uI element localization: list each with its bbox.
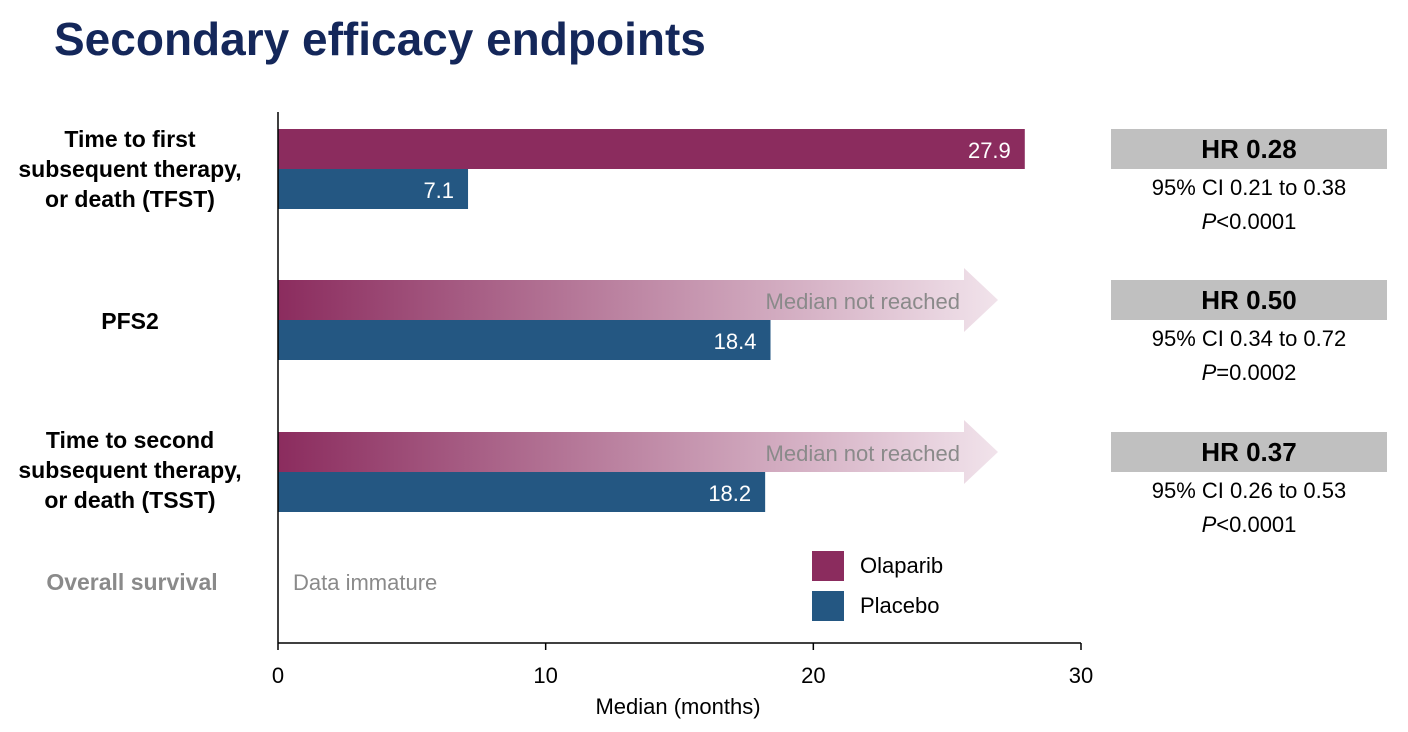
legend-item-placebo: Placebo (812, 591, 940, 621)
category-label-pfs2: PFS2 (101, 308, 159, 334)
data-label-olaparib: Median not reached (766, 289, 960, 314)
data-label-placebo: 18.2 (708, 481, 751, 506)
hazard-ratio: HR 0.37 (1111, 432, 1387, 472)
p-value: P=0.0002 (1201, 360, 1297, 385)
legend-swatch-placebo (812, 591, 844, 621)
data-label-placebo: 18.4 (714, 329, 757, 354)
p-value: P<0.0001 (1201, 209, 1297, 234)
bar-placebo (278, 472, 766, 512)
annotation-data-immature: Data immature (293, 570, 437, 595)
confidence-interval: 95% CI 0.26 to 0.53 (1151, 478, 1347, 503)
bar-olaparib-not-reached-arrow (278, 420, 998, 484)
page-title: Secondary efficacy endpoints (54, 13, 706, 65)
confidence-interval: 95% CI 0.21 to 0.38 (1151, 175, 1347, 200)
legend-swatch-olaparib (812, 551, 844, 581)
category-label-overall-survival: Overall survival (46, 569, 218, 595)
bar-olaparib-not-reached-arrow (278, 268, 998, 332)
p-value: P<0.0001 (1201, 512, 1297, 537)
data-label-olaparib: 27.9 (968, 138, 1011, 163)
legend-label: Olaparib (860, 553, 944, 578)
hazard-ratio: HR 0.28 (1111, 129, 1387, 169)
data-label-placebo: 7.1 (423, 178, 454, 203)
legend-label: Placebo (860, 593, 940, 618)
hazard-ratio: HR 0.50 (1111, 280, 1387, 320)
category-label-tsst: Time to second subsequent therapy, or de… (18, 427, 242, 513)
hr-box-tfst: HR 0.28 95% CI 0.21 to 0.38 P<0.0001 (1111, 129, 1387, 239)
legend-item-olaparib: Olaparib (812, 551, 943, 581)
hr-box-pfs2: HR 0.50 95% CI 0.34 to 0.72 P=0.0002 (1111, 280, 1387, 390)
bar-placebo (278, 169, 469, 209)
category-label-tfst: Time to first subsequent therapy, or dea… (18, 126, 242, 212)
x-axis-label: Median (months) (595, 694, 760, 719)
x-tick-label: 30 (1069, 663, 1093, 688)
bar-olaparib (278, 129, 1025, 169)
hr-box-tsst: HR 0.37 95% CI 0.26 to 0.53 P<0.0001 (1111, 432, 1387, 542)
x-tick-label: 10 (533, 663, 557, 688)
confidence-interval: 95% CI 0.34 to 0.72 (1151, 326, 1347, 351)
data-label-olaparib: Median not reached (766, 441, 960, 466)
bar-placebo (278, 320, 771, 360)
x-tick-label: 20 (801, 663, 825, 688)
x-tick-label: 0 (272, 663, 284, 688)
